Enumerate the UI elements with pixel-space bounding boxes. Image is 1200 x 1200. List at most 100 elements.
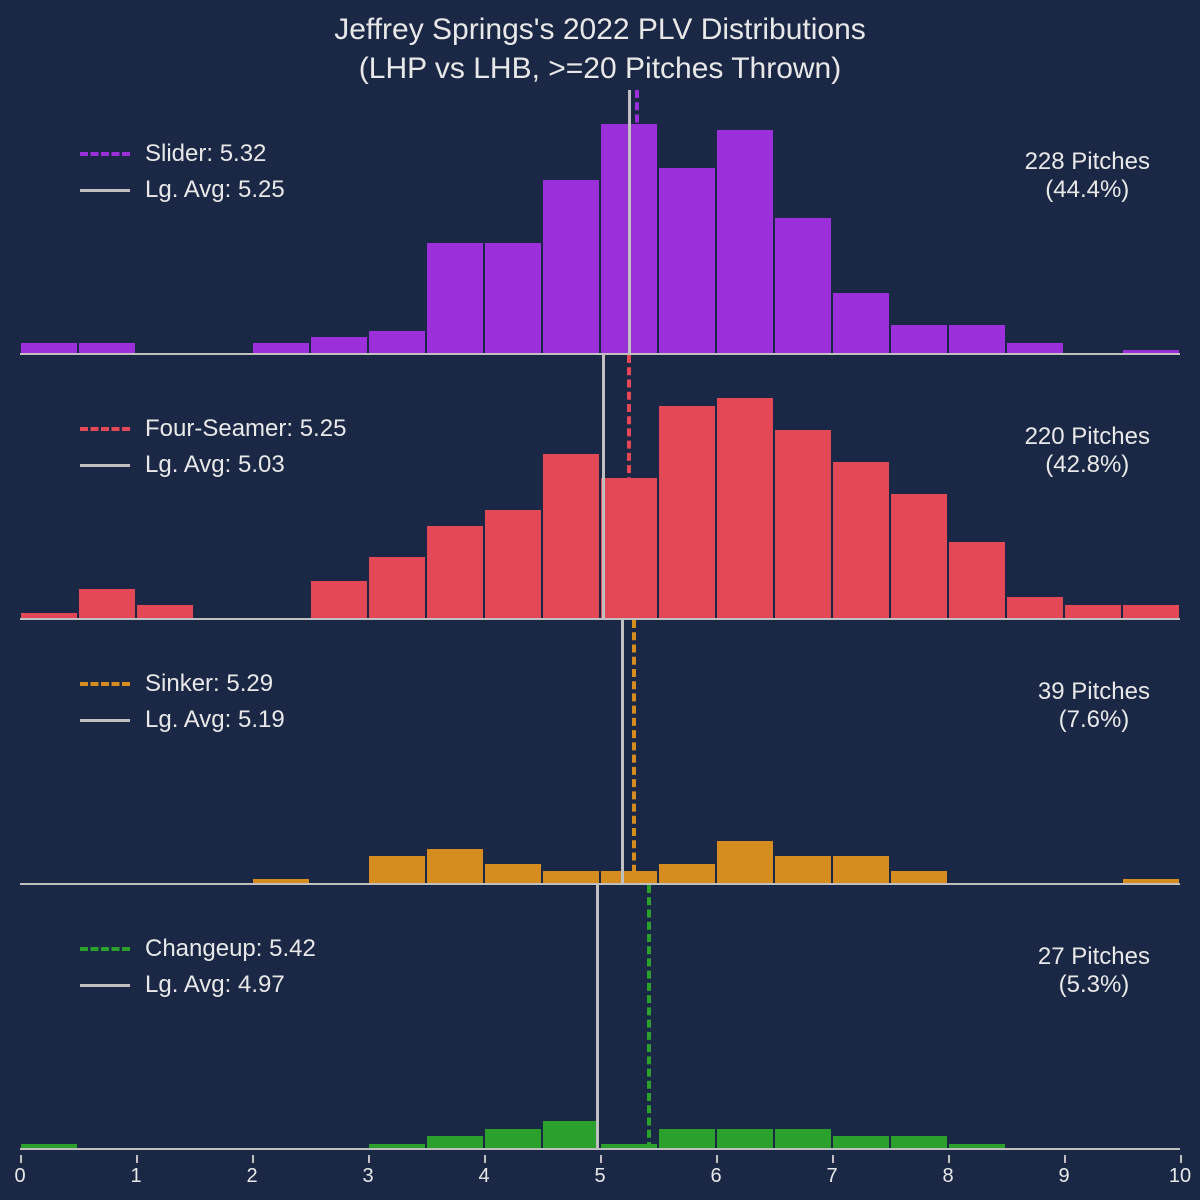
- legend-dashed-line-icon: [80, 947, 130, 951]
- histogram-bar: [310, 580, 368, 620]
- legend-pitch-row: Sinker: 5.29: [80, 670, 285, 698]
- x-axis-label: 1: [130, 1165, 141, 1188]
- panel-sinker: Sinker: 5.29 Lg. Avg: 5.19 39 Pitches(7.6%…: [20, 620, 1180, 885]
- histogram-bar: [658, 863, 716, 885]
- legend-lg-row: Lg. Avg: 5.03: [80, 451, 346, 479]
- histogram-bar: [948, 541, 1006, 621]
- legend-solid-line-icon: [80, 719, 130, 722]
- panel-legend: Changeup: 5.42 Lg. Avg: 4.97: [80, 935, 316, 1007]
- histogram-bar: [774, 855, 832, 885]
- pitch-avg-line: [627, 355, 631, 620]
- pitch-avg-line: [632, 620, 636, 885]
- histogram-bar: [832, 855, 890, 885]
- pitch-count-value: 228 Pitches: [1025, 148, 1150, 176]
- x-axis-label: 4: [478, 1165, 489, 1188]
- histogram-bar: [716, 129, 774, 355]
- x-axis-label: 8: [942, 1165, 953, 1188]
- panel-four-seamer: Four-Seamer: 5.25 Lg. Avg: 5.03 220 Pitche…: [20, 355, 1180, 620]
- histogram-bar: [658, 1128, 716, 1150]
- x-axis-label: 5: [594, 1165, 605, 1188]
- panel-changeup: Changeup: 5.42 Lg. Avg: 4.97 27 Pitches(5.…: [20, 885, 1180, 1150]
- histogram-bar: [484, 863, 542, 885]
- pitch-percent-value: (7.6%): [1038, 706, 1150, 734]
- x-axis-tick: [252, 1155, 254, 1163]
- histogram-bar: [426, 525, 484, 620]
- x-axis-label: 7: [826, 1165, 837, 1188]
- histogram-bar: [542, 453, 600, 620]
- histogram-bar: [368, 855, 426, 885]
- legend-lg-label: Lg. Avg: 4.97: [145, 971, 285, 999]
- pitch-count-value: 27 Pitches: [1038, 943, 1150, 971]
- panel-legend: Sinker: 5.29 Lg. Avg: 5.19: [80, 670, 285, 742]
- x-axis-tick: [1180, 1155, 1182, 1163]
- legend-lg-row: Lg. Avg: 4.97: [80, 971, 316, 999]
- histogram-bar: [426, 242, 484, 355]
- x-axis-tick: [600, 1155, 602, 1163]
- x-axis-label: 9: [1058, 1165, 1069, 1188]
- legend-lg-row: Lg. Avg: 5.19: [80, 706, 285, 734]
- x-axis-tick: [716, 1155, 718, 1163]
- histogram-bar: [948, 324, 1006, 355]
- histogram-bar: [484, 509, 542, 620]
- histogram-bar: [774, 1128, 832, 1150]
- x-axis-label: 0: [14, 1165, 25, 1188]
- legend-pitch-label: Changeup: 5.42: [145, 935, 316, 963]
- title-line1: Jeffrey Springs's 2022 PLV Distributions: [334, 13, 866, 46]
- legend-lg-label: Lg. Avg: 5.25: [145, 176, 285, 204]
- histogram-bar: [542, 179, 600, 355]
- legend-dashed-line-icon: [80, 427, 130, 431]
- histogram-bar: [774, 217, 832, 355]
- histogram-bar: [1006, 596, 1064, 620]
- pitch-count-label: 220 Pitches(42.8%): [1025, 423, 1150, 479]
- legend-lg-label: Lg. Avg: 5.03: [145, 451, 285, 479]
- legend-pitch-label: Sinker: 5.29: [145, 670, 273, 698]
- pitch-count-label: 27 Pitches(5.3%): [1038, 943, 1150, 999]
- panel-slider: Slider: 5.32 Lg. Avg: 5.25 228 Pitches(44.…: [20, 90, 1180, 355]
- histogram-bar: [832, 461, 890, 620]
- x-axis-tick: [832, 1155, 834, 1163]
- x-axis-label: 10: [1169, 1165, 1191, 1188]
- legend-solid-line-icon: [80, 984, 130, 987]
- panel-divider: [20, 1148, 1180, 1150]
- panel-legend: Slider: 5.32 Lg. Avg: 5.25: [80, 140, 285, 212]
- legend-dashed-line-icon: [80, 682, 130, 686]
- lg-avg-line: [621, 620, 624, 885]
- chart-container: Jeffrey Springs's 2022 PLV Distributions…: [0, 0, 1200, 1200]
- histogram-bar: [658, 167, 716, 355]
- x-axis-tick: [136, 1155, 138, 1163]
- lg-avg-line: [602, 355, 605, 620]
- pitch-count-value: 39 Pitches: [1038, 678, 1150, 706]
- x-axis-label: 3: [362, 1165, 373, 1188]
- histogram-bar: [716, 397, 774, 620]
- x-axis: 012345678910: [20, 1155, 1180, 1185]
- histogram-bar: [774, 429, 832, 620]
- legend-dashed-line-icon: [80, 152, 130, 156]
- histogram-bar: [368, 330, 426, 355]
- x-axis-tick: [948, 1155, 950, 1163]
- histogram-bar: [78, 588, 136, 620]
- pitch-avg-line: [635, 90, 639, 355]
- x-axis-tick: [484, 1155, 486, 1163]
- histogram-bar: [890, 324, 948, 355]
- legend-pitch-row: Slider: 5.32: [80, 140, 285, 168]
- legend-pitch-label: Slider: 5.32: [145, 140, 266, 168]
- legend-pitch-row: Four-Seamer: 5.25: [80, 415, 346, 443]
- plot-area: Slider: 5.32 Lg. Avg: 5.25 228 Pitches(44.…: [20, 90, 1180, 1150]
- histogram-bar: [484, 242, 542, 355]
- pitch-percent-value: (44.4%): [1025, 176, 1150, 204]
- pitch-count-label: 228 Pitches(44.4%): [1025, 148, 1150, 204]
- histogram-bar: [368, 556, 426, 620]
- legend-pitch-row: Changeup: 5.42: [80, 935, 316, 963]
- histogram-bar: [832, 292, 890, 355]
- histogram-bar: [542, 1120, 600, 1150]
- legend-lg-label: Lg. Avg: 5.19: [145, 706, 285, 734]
- title-line2: (LHP vs LHB, >=20 Pitches Thrown): [359, 52, 841, 85]
- x-axis-label: 2: [246, 1165, 257, 1188]
- x-axis-tick: [20, 1155, 22, 1163]
- x-axis-tick: [368, 1155, 370, 1163]
- histogram-bar: [890, 493, 948, 620]
- legend-pitch-label: Four-Seamer: 5.25: [145, 415, 346, 443]
- legend-lg-row: Lg. Avg: 5.25: [80, 176, 285, 204]
- pitch-percent-value: (5.3%): [1038, 971, 1150, 999]
- histogram-bar: [716, 1128, 774, 1150]
